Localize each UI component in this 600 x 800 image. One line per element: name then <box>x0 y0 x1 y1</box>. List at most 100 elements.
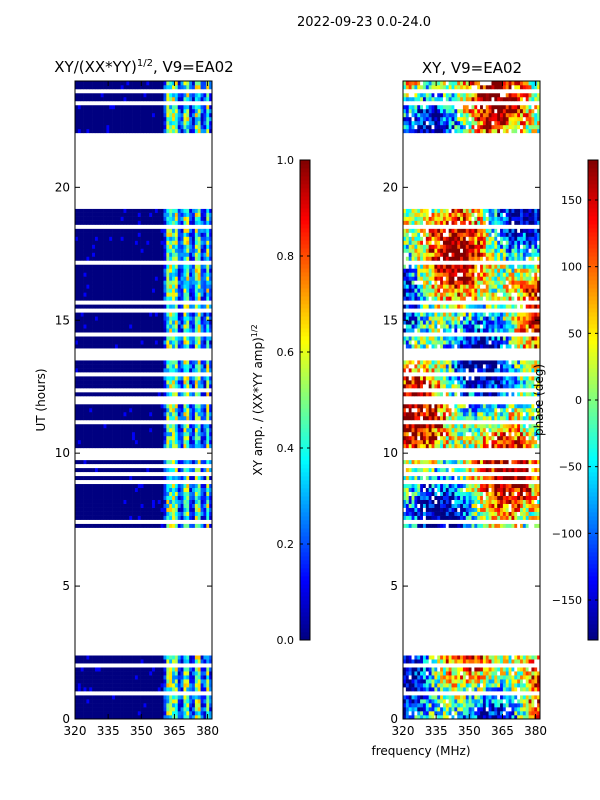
heat-cell <box>160 220 164 225</box>
heat-cell <box>140 324 144 329</box>
heat-cell <box>117 487 121 493</box>
heat-cell <box>200 403 204 409</box>
heat-cell <box>428 687 432 692</box>
heat-cell <box>160 475 164 481</box>
heat-cell <box>126 272 130 277</box>
heat-cell <box>123 687 127 692</box>
heat-cell <box>203 392 207 397</box>
heat-cell <box>172 276 176 281</box>
heat-cell <box>514 707 518 712</box>
heat-cell <box>86 427 90 433</box>
heat-cell <box>132 475 136 481</box>
heat-cell <box>405 667 410 672</box>
heat-cell <box>186 443 190 449</box>
heat-cell <box>83 212 87 217</box>
heat-cell <box>77 272 82 277</box>
heat-cell <box>154 467 159 473</box>
heat-cell <box>166 443 170 449</box>
heat-cell <box>189 671 193 676</box>
heat-cell <box>92 276 96 281</box>
heat-cell <box>431 675 435 680</box>
heat-cell <box>109 324 113 329</box>
heat-cell <box>520 715 524 720</box>
heat-cell <box>166 92 170 98</box>
heat-cell <box>194 415 199 421</box>
heat-cell <box>77 667 82 672</box>
heat-cell <box>197 659 201 664</box>
heat-cell <box>77 340 82 345</box>
heat-cell <box>94 256 99 261</box>
heat-cell <box>77 292 82 297</box>
heat-cell <box>112 439 116 445</box>
heat-cell <box>517 699 521 704</box>
heat-cell <box>75 495 79 500</box>
heat-cell <box>80 695 84 700</box>
heat-row-masked <box>75 164 212 170</box>
heat-cell <box>143 495 147 500</box>
heat-cell <box>157 699 161 704</box>
heat-cell <box>132 443 136 449</box>
heat-cell <box>103 415 107 421</box>
heat-cell <box>471 655 475 660</box>
heat-cell <box>200 120 204 126</box>
heat-cell <box>80 364 84 369</box>
heat-cell <box>129 679 133 684</box>
heat-cell <box>206 411 210 417</box>
heat-cell <box>152 124 156 130</box>
heat-cell <box>97 655 101 660</box>
heat-cell <box>460 675 464 680</box>
heat-cell <box>169 443 173 449</box>
heat-cell <box>485 687 489 692</box>
heat-cell <box>480 699 484 704</box>
heat-cell <box>114 236 119 241</box>
heat-cell <box>117 407 121 413</box>
heat-cell <box>180 384 184 389</box>
heat-cell <box>77 439 82 445</box>
heat-cell <box>114 380 119 385</box>
heat-cell <box>172 491 176 496</box>
heat-cell <box>448 687 452 692</box>
heat-cell <box>192 216 196 221</box>
heat-cell <box>152 284 156 289</box>
colorbar-segment <box>300 304 310 309</box>
heat-cell <box>163 112 167 118</box>
heat-cell <box>134 715 139 720</box>
heat-cell <box>75 104 79 110</box>
heat-cell <box>77 360 82 365</box>
colorbar-segment <box>300 600 310 605</box>
heat-cell <box>154 248 159 253</box>
heat-cell <box>163 675 167 680</box>
heat-cell <box>166 116 170 122</box>
left-panel: XY/(XX*YY)1/2, V9=EA02 320 335 350 365 38005… <box>34 58 234 738</box>
heat-cell <box>160 324 164 329</box>
heat-cell <box>123 699 127 704</box>
heat-cell <box>103 360 107 365</box>
heat-cell <box>129 675 133 680</box>
heat-cell <box>442 671 447 676</box>
heat-cell <box>77 503 82 508</box>
heat-cell <box>126 96 130 102</box>
heat-cell <box>112 92 116 98</box>
heat-cell <box>200 411 204 417</box>
heat-cell <box>471 695 475 700</box>
heat-cell <box>112 407 116 413</box>
heat-cell <box>92 435 96 441</box>
heat-cell <box>177 84 181 90</box>
heat-cell <box>137 128 141 134</box>
heat-cell <box>146 511 150 516</box>
heat-cell <box>172 427 176 433</box>
heat-cell <box>117 475 121 481</box>
heat-cell <box>103 228 107 233</box>
heat-cell <box>445 679 449 684</box>
heat-cell <box>160 380 164 385</box>
heat-cell <box>200 124 204 130</box>
heat-cell <box>200 695 204 700</box>
heat-row-masked <box>75 451 212 457</box>
heat-cell <box>434 683 438 688</box>
heat-cell <box>114 683 119 688</box>
heat-cell <box>166 707 170 712</box>
heat-cell <box>97 344 101 349</box>
heat-cell <box>194 495 199 500</box>
heat-cell <box>117 431 121 437</box>
heat-cell <box>157 487 161 493</box>
